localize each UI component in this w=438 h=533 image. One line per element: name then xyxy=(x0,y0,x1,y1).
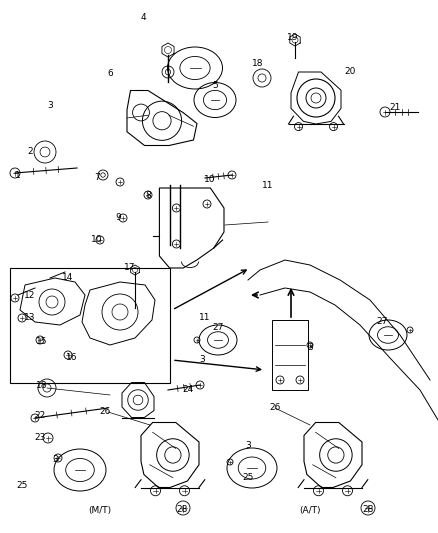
Text: 13: 13 xyxy=(24,313,36,322)
Text: 18: 18 xyxy=(252,59,264,68)
Text: 20: 20 xyxy=(344,68,356,77)
Text: 28: 28 xyxy=(177,505,188,514)
Text: 8: 8 xyxy=(145,191,151,200)
Text: 3: 3 xyxy=(52,456,58,464)
Text: 22: 22 xyxy=(34,410,46,419)
Text: 14: 14 xyxy=(62,273,74,282)
Text: 17: 17 xyxy=(124,263,136,272)
Text: (A/T): (A/T) xyxy=(299,505,321,514)
Text: 3: 3 xyxy=(245,440,251,449)
Text: 23: 23 xyxy=(34,433,46,442)
Text: 19: 19 xyxy=(287,34,299,43)
Text: 28: 28 xyxy=(362,505,374,514)
Text: 3: 3 xyxy=(47,101,53,109)
Text: 3: 3 xyxy=(199,356,205,365)
Text: 6: 6 xyxy=(107,69,113,77)
Text: (M/T): (M/T) xyxy=(88,505,112,514)
Text: 26: 26 xyxy=(99,408,111,416)
Text: 2: 2 xyxy=(27,148,33,157)
Text: 24: 24 xyxy=(182,385,194,394)
Text: 3: 3 xyxy=(307,343,313,352)
Text: 11: 11 xyxy=(199,313,211,322)
Text: 7: 7 xyxy=(94,174,100,182)
Text: 25: 25 xyxy=(16,481,28,489)
Text: 27: 27 xyxy=(376,318,388,327)
Text: 9: 9 xyxy=(115,214,121,222)
Text: 5: 5 xyxy=(212,80,218,90)
Text: 16: 16 xyxy=(66,353,78,362)
Text: 25: 25 xyxy=(242,473,254,482)
Text: 11: 11 xyxy=(262,181,274,190)
Text: 18: 18 xyxy=(36,381,48,390)
Bar xyxy=(10,268,170,383)
Text: 4: 4 xyxy=(140,13,146,22)
Text: 27: 27 xyxy=(212,324,224,333)
Bar xyxy=(272,320,308,390)
Text: 10: 10 xyxy=(204,175,216,184)
Text: 1: 1 xyxy=(15,171,21,180)
Text: 26: 26 xyxy=(269,403,281,413)
Text: 10: 10 xyxy=(91,236,103,245)
Text: 12: 12 xyxy=(25,292,35,301)
Text: 15: 15 xyxy=(36,337,48,346)
Text: 21: 21 xyxy=(389,103,401,112)
